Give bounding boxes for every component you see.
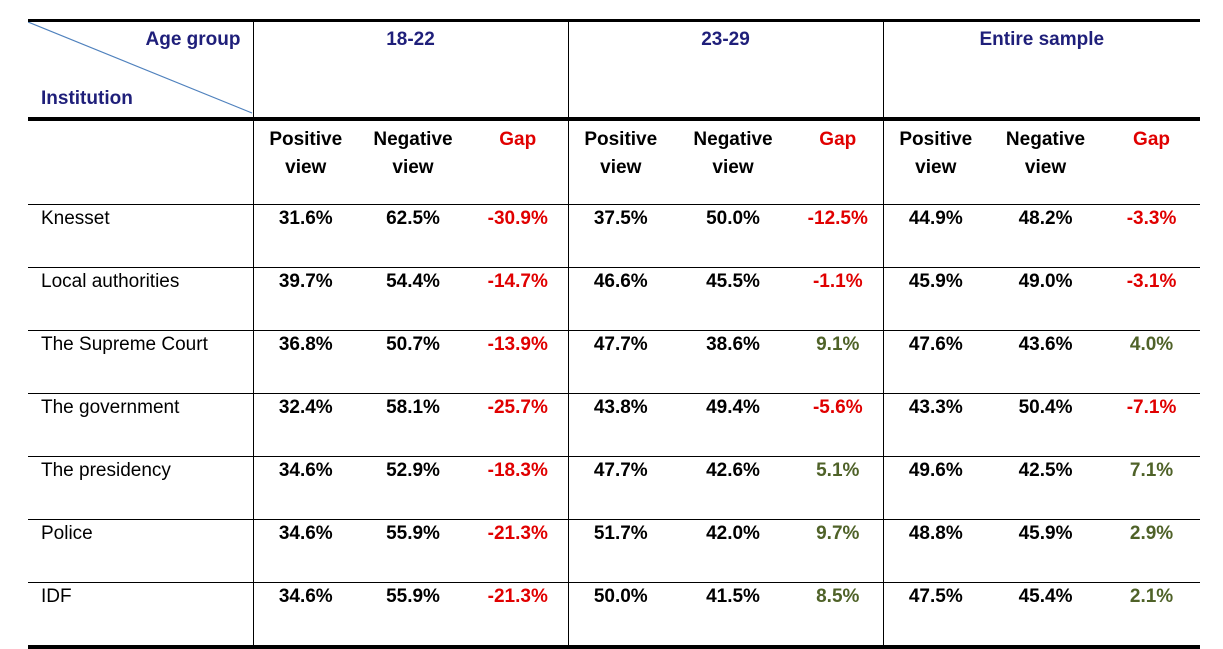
positive-value: 49.6%	[882, 456, 989, 520]
negative-value: 50.7%	[358, 330, 468, 394]
institution-name: The Supreme Court	[28, 330, 253, 394]
gap-value: 8.5%	[793, 582, 884, 649]
positive-value: 44.9%	[882, 204, 989, 268]
gap-value: -18.3%	[468, 456, 569, 520]
gap-value: 7.1%	[1103, 456, 1201, 520]
negative-value: 38.6%	[673, 330, 794, 394]
positive-value: 37.5%	[567, 204, 674, 268]
corner-header-cell: Age group Institution	[28, 19, 253, 121]
positive-view-header: Positive view	[567, 119, 674, 205]
gap-value: 9.1%	[793, 330, 884, 394]
institution-name: Local authorities	[28, 267, 253, 331]
negative-value: 43.6%	[988, 330, 1104, 394]
positive-value: 46.6%	[567, 267, 674, 331]
gap-header: Gap	[468, 119, 569, 205]
positive-value: 51.7%	[567, 519, 674, 583]
gap-value: -7.1%	[1103, 393, 1201, 457]
diagonal-divider	[28, 22, 253, 114]
positive-value: 34.6%	[252, 519, 358, 583]
positive-value: 31.6%	[252, 204, 358, 268]
positive-value: 43.3%	[882, 393, 989, 457]
negative-value: 49.0%	[988, 267, 1104, 331]
gap-value: 4.0%	[1103, 330, 1201, 394]
institution-name: Police	[28, 519, 253, 583]
negative-view-header: Negative view	[673, 119, 794, 205]
negative-value: 52.9%	[358, 456, 468, 520]
negative-value: 50.4%	[988, 393, 1104, 457]
table-row: Police 34.6% 55.9% -21.3% 51.7% 42.0% 9.7% 48.8…	[28, 519, 1201, 583]
negative-value: 55.9%	[358, 582, 468, 649]
negative-value: 45.9%	[988, 519, 1104, 583]
positive-value: 50.0%	[567, 582, 674, 649]
gap-value: -3.1%	[1103, 267, 1201, 331]
group-header-23-29: 23-29	[567, 19, 884, 121]
negative-value: 48.2%	[988, 204, 1104, 268]
age-group-header-row: Age group Institution 18-22 23-29 Entire…	[28, 19, 1201, 121]
positive-value: 48.8%	[882, 519, 989, 583]
gap-value: -13.9%	[468, 330, 569, 394]
table-row: Local authorities 39.7% 54.4% -14.7% 46.6% 45…	[28, 267, 1201, 331]
institution-label: Institution	[41, 88, 133, 109]
table-row: The government 32.4% 58.1% -25.7% 43.8% 49.4%…	[28, 393, 1201, 457]
negative-value: 54.4%	[358, 267, 468, 331]
positive-view-header: Positive view	[252, 119, 358, 205]
gap-value: -21.3%	[468, 519, 569, 583]
positive-value: 47.7%	[567, 330, 674, 394]
negative-view-header: Negative view	[358, 119, 468, 205]
gap-value: -5.6%	[793, 393, 884, 457]
age-group-label: Age group	[145, 29, 241, 50]
negative-value: 50.0%	[673, 204, 794, 268]
table-row: IDF 34.6% 55.9% -21.3% 50.0% 41.5% 8.5% 47.5% 45…	[28, 582, 1201, 649]
positive-value: 39.7%	[252, 267, 358, 331]
negative-value: 42.6%	[673, 456, 794, 520]
gap-value: -1.1%	[793, 267, 884, 331]
positive-value: 47.6%	[882, 330, 989, 394]
negative-view-header: Negative view	[988, 119, 1104, 205]
gap-value: 2.1%	[1103, 582, 1201, 649]
negative-value: 55.9%	[358, 519, 468, 583]
positive-value: 34.6%	[252, 456, 358, 520]
group-header-entire-sample: Entire sample	[882, 19, 1201, 121]
positive-view-header: Positive view	[882, 119, 989, 205]
institution-name: The government	[28, 393, 253, 457]
gap-value: 2.9%	[1103, 519, 1201, 583]
gap-header: Gap	[793, 119, 884, 205]
group-header-18-22: 18-22	[252, 19, 569, 121]
gap-value: -3.3%	[1103, 204, 1201, 268]
empty-sub-header	[28, 119, 253, 205]
negative-value: 62.5%	[358, 204, 468, 268]
negative-value: 49.4%	[673, 393, 794, 457]
gap-value: -25.7%	[468, 393, 569, 457]
institution-name: IDF	[28, 582, 253, 649]
positive-value: 32.4%	[252, 393, 358, 457]
gap-value: -12.5%	[793, 204, 884, 268]
negative-value: 58.1%	[358, 393, 468, 457]
institution-name: The presidency	[28, 456, 253, 520]
positive-value: 36.8%	[252, 330, 358, 394]
gap-value: 5.1%	[793, 456, 884, 520]
negative-value: 42.0%	[673, 519, 794, 583]
negative-value: 41.5%	[673, 582, 794, 649]
gap-value: -30.9%	[468, 204, 569, 268]
gap-value: -21.3%	[468, 582, 569, 649]
table-row: Knesset 31.6% 62.5% -30.9% 37.5% 50.0% -12.5% 4…	[28, 204, 1201, 268]
negative-value: 45.4%	[988, 582, 1104, 649]
positive-value: 47.5%	[882, 582, 989, 649]
gap-header: Gap	[1103, 119, 1201, 205]
positive-value: 43.8%	[567, 393, 674, 457]
positive-value: 45.9%	[882, 267, 989, 331]
table-body: Knesset 31.6% 62.5% -30.9% 37.5% 50.0% -12.5% 4…	[28, 204, 1201, 649]
institution-trust-table: Age group Institution 18-22 23-29 Entire…	[28, 19, 1201, 649]
positive-value: 34.6%	[252, 582, 358, 649]
measure-header-row: Positive view Negative view Gap Positive vi…	[28, 119, 1201, 205]
table-row: The presidency 34.6% 52.9% -18.3% 47.7% 42.6%…	[28, 456, 1201, 520]
positive-value: 47.7%	[567, 456, 674, 520]
gap-value: -14.7%	[468, 267, 569, 331]
gap-value: 9.7%	[793, 519, 884, 583]
negative-value: 42.5%	[988, 456, 1104, 520]
negative-value: 45.5%	[673, 267, 794, 331]
institution-name: Knesset	[28, 204, 253, 268]
table-row: The Supreme Court 36.8% 50.7% -13.9% 47.7% 38…	[28, 330, 1201, 394]
